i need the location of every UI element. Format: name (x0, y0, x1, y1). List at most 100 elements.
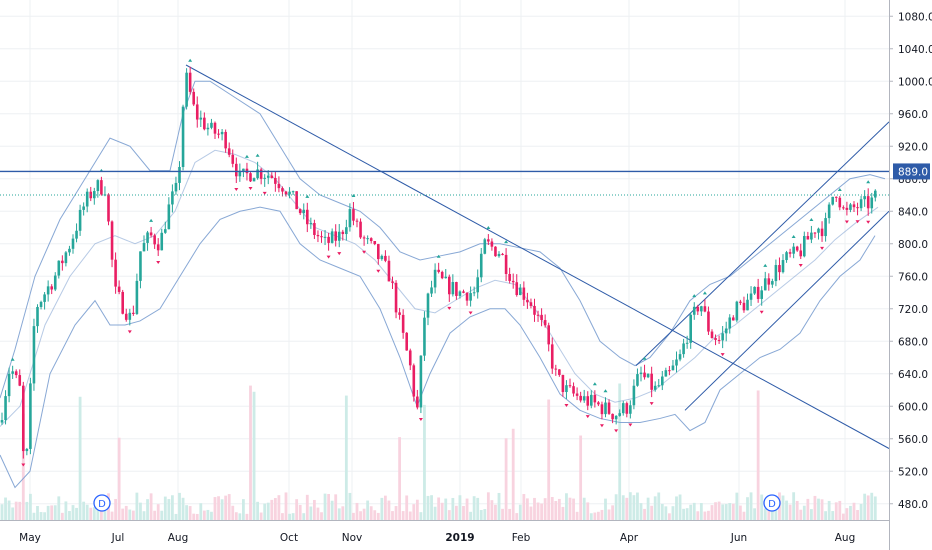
candle-body (220, 131, 224, 135)
volume-bar (625, 497, 629, 520)
candle-body (291, 191, 295, 193)
fractal-up-marker (592, 382, 597, 386)
candle-body (721, 333, 724, 341)
candle-body (284, 191, 288, 195)
volume-bar (845, 508, 849, 520)
volume-bar (799, 509, 803, 520)
volume-bar (64, 501, 68, 520)
volume-bar (14, 501, 18, 520)
candle-body (46, 286, 50, 295)
volume-bar (320, 512, 323, 520)
volume-bar (192, 513, 196, 520)
volume-bar (128, 509, 132, 520)
volume-bar (249, 385, 252, 520)
candle-body (203, 117, 206, 130)
candle-body (93, 191, 96, 199)
fractal-down-marker (564, 403, 569, 407)
candle-body (174, 182, 178, 192)
time-tick-label: Aug (168, 532, 189, 544)
candle-body (281, 188, 284, 192)
volume-bar (508, 508, 512, 520)
candle-body (188, 72, 192, 92)
volume-bar (692, 502, 696, 520)
candle-body (167, 204, 171, 230)
price-axis[interactable]: 1080.01040.01000.0960.0920.0880.0840.080… (889, 11, 932, 511)
volume-bar (266, 502, 270, 520)
volume-bar (600, 509, 604, 520)
fractal-down-marker (614, 429, 619, 433)
candle-body (266, 175, 270, 178)
volume-bar (724, 504, 728, 520)
time-axis[interactable]: May Jul Aug Oct Nov 2019 Feb Apr Jun Aug (19, 532, 855, 544)
candle-body (217, 133, 220, 135)
candle-body (149, 232, 153, 236)
candle-body (298, 209, 302, 214)
candle-body (511, 280, 515, 283)
grid (0, 0, 889, 520)
volume-bar (646, 497, 650, 520)
candle-body (195, 104, 199, 120)
volume-bar (668, 513, 671, 520)
volume-bar (288, 513, 291, 520)
dividend-marker-label: D (768, 499, 776, 510)
candle-body (696, 306, 700, 312)
volume-bar (792, 492, 796, 520)
candle-body (7, 373, 11, 397)
candle-body (827, 204, 831, 219)
candle-body (359, 221, 362, 238)
volume-bar (227, 494, 231, 520)
band-lower (0, 206, 876, 489)
volume-bar (511, 428, 515, 520)
time-tick-label: May (19, 532, 41, 544)
volume-bar (36, 506, 39, 520)
volume-bar (100, 509, 103, 520)
volume-bar (156, 504, 160, 520)
fractal-down-marker (649, 402, 654, 406)
level-price-label: 889.0 (893, 163, 930, 180)
volume-bar (181, 497, 185, 520)
volume-bar (582, 497, 586, 520)
candle-body (274, 177, 277, 184)
candle-body (256, 169, 259, 179)
candle-body (572, 386, 575, 394)
candle-body (110, 221, 114, 260)
candle-body (419, 355, 423, 408)
candle-body (607, 402, 611, 414)
volume-bar (671, 506, 675, 520)
volume-bar (852, 502, 856, 520)
volume-bar (781, 495, 785, 520)
candle-body (845, 207, 849, 210)
candle-body (834, 196, 838, 198)
candle-body (788, 252, 792, 254)
volume-bar (518, 504, 522, 520)
volume-bar (607, 509, 611, 520)
fractal-up-marker (791, 235, 796, 239)
candle-body (103, 194, 107, 196)
candle-body (700, 306, 703, 312)
candle-body (664, 370, 668, 377)
volume-bar (767, 509, 771, 520)
volume-bars (0, 383, 877, 520)
volume-bar (131, 510, 135, 520)
volume-bar (682, 508, 685, 520)
bollinger-bands (0, 80, 886, 489)
candle-body (341, 231, 345, 235)
candle-body (455, 282, 458, 296)
volume-bar (810, 509, 813, 520)
candle-body (774, 265, 778, 282)
volume-bar (597, 511, 600, 520)
candle-body (717, 339, 721, 341)
volume-bar (856, 509, 859, 520)
volume-bar (447, 510, 451, 520)
fractal-up-marker (504, 240, 509, 244)
candle-body (621, 403, 625, 414)
volume-bar (82, 501, 86, 520)
volume-bar (415, 499, 419, 520)
volume-bar (550, 497, 554, 520)
fractal-down-marker (376, 269, 381, 273)
candle-body (568, 385, 572, 387)
candle-body (785, 252, 788, 261)
